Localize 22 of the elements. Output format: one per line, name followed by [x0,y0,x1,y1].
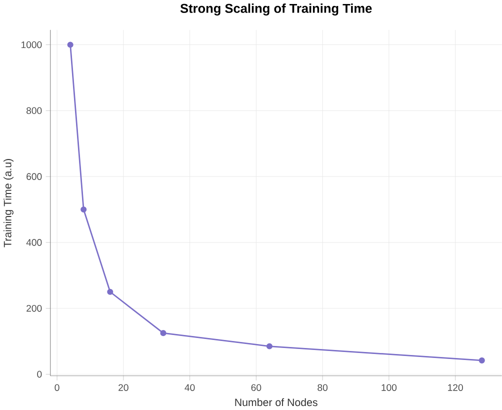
point [67,42,74,48]
point [266,343,272,350]
y-tick-label: 0 [37,371,42,378]
x-tick-label: 0 [54,384,60,392]
y-tick-label: 200 [26,305,42,312]
x-axis-title: Number of Nodes [235,398,318,406]
y-axis-title: Training Time (a.u) [4,159,14,248]
y-tick-label: 400 [26,239,42,246]
y-tick-label: 800 [26,107,42,114]
x-tick-label: 120 [448,384,463,392]
chart-title: Strong Scaling of Training Time [180,4,372,16]
y-tick-label: 600 [26,173,42,180]
x-tick-label: 100 [382,384,397,392]
point [478,358,485,364]
x-tick-label: 20 [118,384,128,392]
x-tick-label: 40 [184,384,195,392]
y-tick-label: 1000 [22,42,42,48]
point [80,206,87,213]
x-tick-label: 60 [251,384,262,392]
point [107,289,114,296]
x-tick-label: 80 [318,384,328,392]
point [160,330,166,336]
